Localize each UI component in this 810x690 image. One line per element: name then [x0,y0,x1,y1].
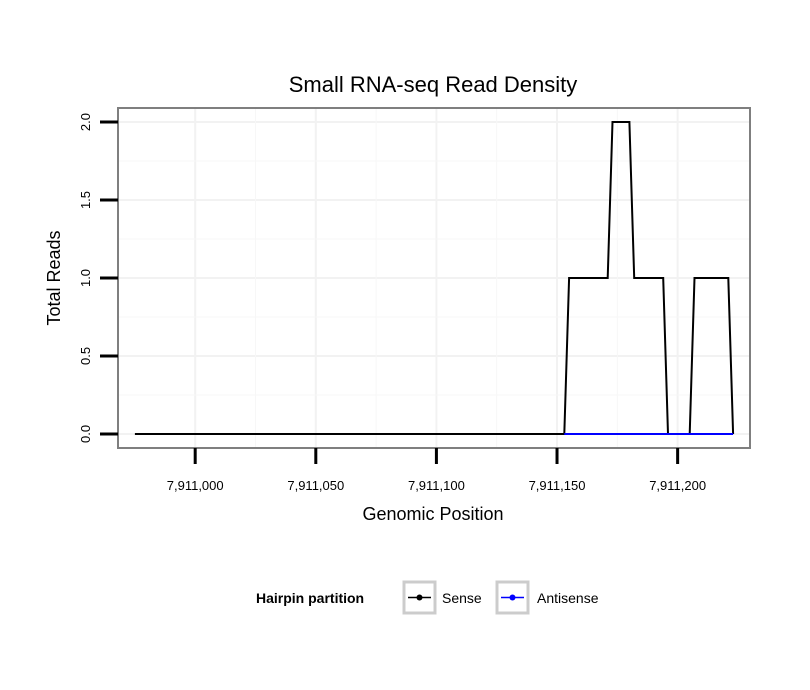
legend-entry-antisense: Antisense [495,580,599,615]
legend: Hairpin partition Sense Antisense [256,580,599,615]
y-axis: 0.0 0.5 1.0 1.5 2.0 [78,113,118,443]
x-tick-label: 7,911,200 [649,478,706,493]
x-tick-label: 7,911,000 [167,478,224,493]
x-axis: 7,911,000 7,911,050 7,911,100 7,911,150 7,91… [167,448,706,493]
y-axis-title: Total Reads [44,230,64,325]
legend-title: Hairpin partition [256,590,364,606]
series-line-sense [134,121,735,435]
chart-title: Small RNA-seq Read Density [289,72,578,97]
x-tick-label: 7,911,050 [287,478,344,493]
legend-label-sense: Sense [442,590,482,606]
legend-key-sense-point [416,594,423,601]
y-tick-label: 1.0 [78,269,93,287]
y-tick-label: 0.0 [78,425,93,443]
y-tick-label: 0.5 [78,347,93,365]
legend-entry-sense: Sense [402,580,482,615]
legend-label-antisense: Antisense [537,590,599,606]
series-lines [134,121,735,435]
legend-key-antisense-point [509,594,516,601]
x-axis-title: Genomic Position [362,504,503,524]
y-tick-label: 2.0 [78,113,93,131]
x-tick-label: 7,911,150 [529,478,586,493]
y-tick-label: 1.5 [78,191,93,209]
x-tick-label: 7,911,100 [408,478,465,493]
